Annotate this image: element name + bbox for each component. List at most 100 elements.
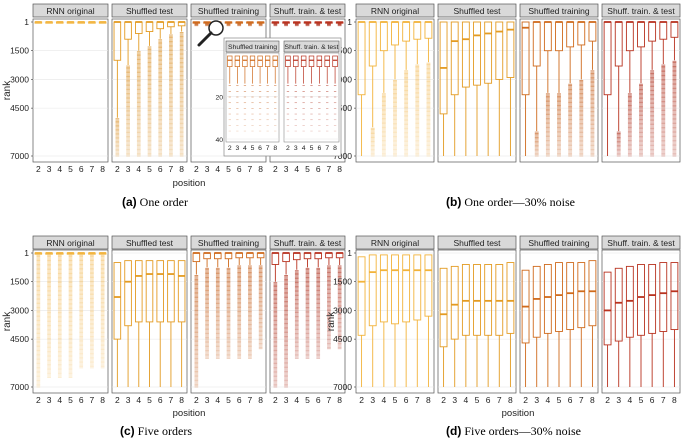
chart-b-box bbox=[555, 21, 563, 52]
inset-x-tick-label: 4 bbox=[243, 145, 247, 152]
chart-d-x-title: position bbox=[502, 408, 535, 419]
chart-b-box bbox=[670, 21, 679, 38]
chart-d-x-tick-label: 6 bbox=[486, 395, 491, 405]
chart-d-x-tick-label: 8 bbox=[508, 395, 513, 405]
chart-d-box bbox=[473, 264, 481, 336]
chart-c-box bbox=[135, 260, 143, 323]
caption-a-text: One order bbox=[139, 195, 188, 209]
inset-strip bbox=[225, 40, 280, 53]
chart-b-box bbox=[614, 21, 623, 67]
chart-b-box bbox=[368, 21, 377, 67]
chart-b-box bbox=[379, 21, 388, 52]
chart-d-box bbox=[402, 254, 411, 323]
chart-c-x-tick-label: 4 bbox=[57, 395, 62, 405]
chart-c-y-tick-label: 1500 bbox=[10, 277, 29, 287]
chart-d-box bbox=[461, 264, 470, 336]
chart-b-strip bbox=[355, 3, 435, 18]
chart-b-box bbox=[413, 21, 422, 40]
chart-a-x-tick-label: 2 bbox=[115, 164, 120, 174]
chart-b-box bbox=[648, 21, 657, 42]
chart-b-box bbox=[588, 21, 597, 42]
chart-a-strip-label: Shuffled training bbox=[198, 6, 260, 16]
chart-c-x-tick-label: 7 bbox=[90, 395, 95, 405]
chart-d-strip-label: Shuffled test bbox=[453, 238, 501, 248]
chart-c-x-tick-label: 6 bbox=[79, 395, 84, 405]
chart-a-y-tick-label: 7000 bbox=[10, 151, 29, 161]
inset-box bbox=[300, 55, 307, 67]
chart-a-box bbox=[156, 21, 164, 30]
chart-d-box bbox=[391, 254, 399, 325]
chart-a-strip bbox=[190, 3, 267, 18]
chart-d-x-tick-label: 3 bbox=[616, 395, 621, 405]
chart-a-y-title: rank bbox=[2, 80, 13, 100]
chart-a-strip bbox=[111, 3, 188, 18]
chart-b-y-tick-label: 3000 bbox=[333, 74, 352, 84]
magnifier-handle-icon bbox=[197, 31, 213, 47]
chart-d-x-tick-label: 3 bbox=[534, 395, 539, 405]
chart-d-x-tick-label: 5 bbox=[639, 395, 644, 405]
chart-b-box bbox=[506, 21, 515, 78]
chart-b-strip-label: Shuff. train. & test bbox=[607, 6, 675, 16]
inset-y-tick-label: 40 bbox=[215, 137, 223, 144]
chart-c-x-tick-label: 4 bbox=[215, 395, 220, 405]
chart-d-x-tick-label: 8 bbox=[672, 395, 677, 405]
chart-c-box bbox=[177, 260, 186, 323]
chart-c-y-tick-label: 1 bbox=[24, 248, 29, 258]
chart-d-y-tick-label: 4500 bbox=[333, 334, 352, 344]
chart-c-x-tick-label: 3 bbox=[205, 395, 210, 405]
chart-d-x-tick-label: 6 bbox=[404, 395, 409, 405]
chart-b-strip-label: Shuffled test bbox=[453, 6, 501, 16]
chart-d-box bbox=[357, 256, 366, 336]
chart-b-box bbox=[424, 21, 433, 39]
chart-c-box bbox=[293, 252, 301, 261]
chart-b-box bbox=[495, 21, 504, 80]
chart-a-x-tick-label: 4 bbox=[57, 164, 62, 174]
chart-c-y-tick-label: 7000 bbox=[10, 382, 29, 392]
chart-d-y-tick-label: 1500 bbox=[333, 277, 352, 287]
inset-box bbox=[249, 55, 256, 67]
chart-b-strip bbox=[437, 3, 517, 18]
chart-c-y-title: rank bbox=[2, 311, 13, 331]
chart-b-box bbox=[603, 21, 612, 96]
chart-b-box bbox=[659, 21, 668, 40]
chart-d-box bbox=[577, 262, 586, 329]
inset-x-tick-label: 3 bbox=[235, 145, 239, 152]
chart-d-box bbox=[439, 267, 448, 348]
chart-d-x-tick-label: 7 bbox=[415, 395, 420, 405]
chart-d-strip bbox=[519, 235, 599, 250]
chart-d-x-tick-label: 7 bbox=[579, 395, 584, 405]
inset-strip-label: Shuffled training bbox=[228, 44, 277, 51]
chart-b-box bbox=[532, 21, 541, 67]
chart-c-box bbox=[271, 252, 280, 265]
chart-c-x-tick-label: 3 bbox=[47, 395, 52, 405]
chart-c-x-tick-label: 6 bbox=[237, 395, 242, 405]
chart-a-y-tick-label: 3000 bbox=[10, 74, 29, 84]
chart-c-x-tick-label: 3 bbox=[126, 395, 131, 405]
chart-c-strip bbox=[111, 235, 188, 250]
chart-c-x-tick-label: 6 bbox=[158, 395, 163, 405]
chart-a-strip-label: Shuffled test bbox=[126, 6, 174, 16]
chart-a-x-tick-label: 7 bbox=[90, 164, 95, 174]
chart-a-x-tick-label: 8 bbox=[337, 164, 342, 174]
chart-d-x-tick-label: 5 bbox=[475, 395, 480, 405]
chart-c-strip-label: RNN original bbox=[46, 238, 94, 248]
caption-c: (c) Five orders bbox=[120, 424, 192, 439]
inset-box bbox=[272, 55, 278, 67]
chart-a-x-tick-label: 7 bbox=[248, 164, 253, 174]
chart-d-y-tick-label: 3000 bbox=[333, 305, 352, 315]
chart-d-x-tick-label: 4 bbox=[381, 395, 386, 405]
chart-d-box bbox=[543, 264, 552, 334]
inset-x-tick-label: 5 bbox=[310, 145, 314, 152]
chart-a-x-tick-label: 8 bbox=[258, 164, 263, 174]
chart-c-x-tick-label: 8 bbox=[179, 395, 184, 405]
chart-b-box bbox=[391, 21, 399, 46]
chart-a-box bbox=[124, 21, 132, 40]
chart-d-box bbox=[484, 264, 493, 336]
inset-box bbox=[227, 55, 233, 67]
chart-b-strip-label: RNN original bbox=[371, 6, 419, 16]
chart-a-y-tick-label: 1 bbox=[24, 17, 29, 27]
inset-box bbox=[285, 55, 291, 67]
inset-box bbox=[242, 55, 248, 67]
caption-b-tag: (b) bbox=[446, 195, 462, 209]
